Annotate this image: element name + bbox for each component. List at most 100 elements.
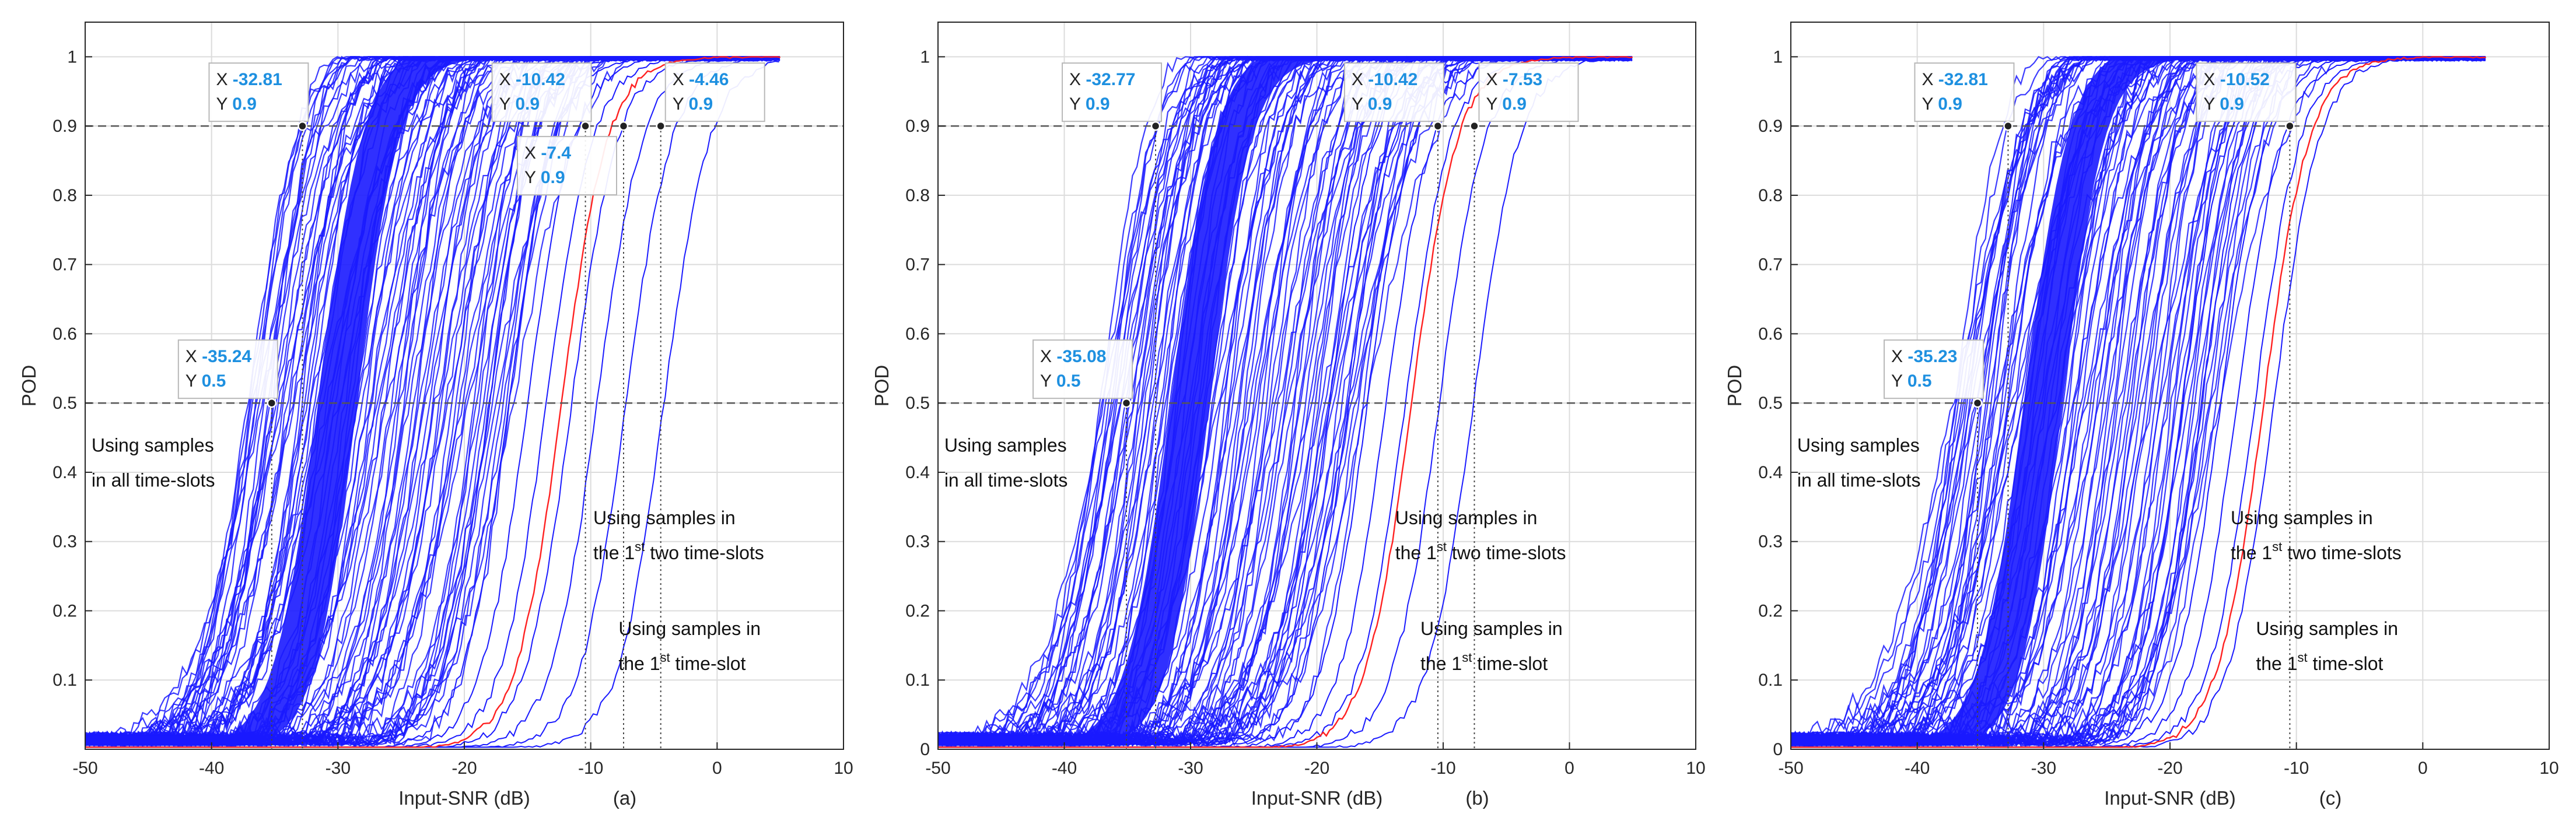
datatip-box [664, 62, 765, 122]
y-tick-label: 0.8 [52, 186, 77, 205]
x-tick-label: -50 [1778, 759, 1803, 778]
datatip-y: Y 0.5 [186, 371, 226, 391]
chart-panel-c: -50 -40 -30 -20 -10 0 10 0 0.1 0.2 0.3 0.4 0.5 0.6 0.7… [1724, 22, 2559, 809]
annotation-text: Using samples [92, 434, 214, 455]
datatip-y: Y 0.9 [673, 94, 713, 114]
datatip-x: X -10.52 [2203, 70, 2269, 89]
y-tick-label: 0.2 [1758, 601, 1783, 620]
annotation-text: the 1st time-slot [618, 650, 746, 674]
datatip-marker [267, 398, 277, 408]
y-tick-label: 0.6 [1758, 324, 1783, 343]
red-curve [85, 56, 780, 748]
datatip-y: Y 0.9 [524, 168, 565, 187]
annotation-text: in all time-slots [944, 469, 1068, 490]
datatip-y: Y 0.9 [216, 94, 257, 114]
y-tick-label: 0.3 [905, 532, 930, 552]
annotation-text: in all time-slots [92, 469, 215, 490]
x-axis-label: Input-SNR (dB) [1251, 787, 1383, 809]
red-curve [1791, 56, 2486, 748]
y-tick-label: 0.4 [905, 463, 930, 482]
datatip-x: X -7.4 [524, 143, 571, 163]
x-tick-label: -20 [2157, 759, 2182, 778]
y-tick-label: 0.8 [1758, 186, 1783, 205]
datatip-y: Y 0.9 [2203, 94, 2244, 114]
datatip-marker [2285, 121, 2295, 131]
y-tick-label: 0.1 [52, 671, 77, 690]
x-tick-label: -20 [1304, 759, 1329, 778]
annotation-text: the 1st two time-slots [2231, 539, 2402, 563]
y-tick-label: 0.7 [52, 255, 77, 275]
datatip-y: Y 0.9 [1486, 94, 1527, 114]
datatip: X -35.23 Y 0.5 [1884, 339, 1985, 399]
y-tick-label: 0.3 [52, 532, 77, 552]
datatip-x: X -32.81 [216, 70, 282, 89]
curves-group [85, 55, 780, 748]
x-tick-label: -10 [578, 759, 603, 778]
datatip-x: X -10.42 [1352, 70, 1418, 89]
datatip-y: Y 0.9 [1352, 94, 1392, 114]
y-tick-label: 0.4 [52, 463, 77, 482]
datatip-y: Y 0.9 [1069, 94, 1110, 114]
datatip-box [1478, 62, 1579, 122]
annotation-text: Using samples [944, 434, 1067, 455]
x-tick-label: 0 [1564, 759, 1574, 778]
datatip-marker [2003, 121, 2013, 131]
y-tick-label: 1 [1773, 47, 1783, 66]
datatip-box [1032, 339, 1133, 399]
x-tick-label: -40 [199, 759, 224, 778]
datatip-marker [298, 121, 307, 131]
datatip-x: X -35.24 [186, 347, 252, 366]
datatip-box [1062, 62, 1163, 122]
datatip-y: Y 0.5 [1891, 371, 1932, 391]
y-tick-label: 0 [920, 740, 930, 759]
datatip: X -7.4 Y 0.9 [517, 136, 617, 196]
annotation-text: Using samples in [1395, 507, 1538, 528]
y-tick-label: 0.9 [52, 117, 77, 136]
y-tick-label: 0 [1773, 740, 1783, 759]
x-tick-label: 10 [834, 759, 853, 778]
datatip-x: X -35.08 [1040, 347, 1106, 366]
y-axis-label: POD [18, 365, 40, 407]
datatip: X -35.24 Y 0.5 [177, 339, 278, 399]
x-tick-label: 10 [2539, 759, 2558, 778]
datatip-marker [1972, 398, 1983, 408]
y-tick-label: 1 [920, 47, 930, 66]
annotation-text: the 1st time-slot [2256, 650, 2383, 674]
datatip: X -10.42 Y 0.9 [1343, 62, 1444, 122]
datatip: X -35.08 Y 0.5 [1032, 339, 1133, 399]
x-tick-label: -30 [326, 759, 351, 778]
datatip: X -10.42 Y 0.9 [491, 62, 592, 122]
x-tick-label: -10 [2284, 759, 2309, 778]
panel-caption: (b) [1465, 787, 1489, 809]
datatip-box [177, 339, 278, 399]
datatip-marker [1150, 121, 1161, 131]
y-tick-label: 0.9 [1758, 117, 1783, 136]
x-tick-label: -50 [72, 759, 97, 778]
datatip-box [2196, 62, 2297, 122]
annotation-text: the 1st two time-slots [1395, 539, 1566, 563]
annotation-text: Using samples in [618, 618, 761, 639]
x-tick-label: -10 [1430, 759, 1455, 778]
datatip: X -32.81 Y 0.9 [208, 62, 309, 122]
x-tick-label: -30 [1178, 759, 1203, 778]
datatip-marker [656, 121, 666, 131]
datatip-marker [580, 121, 590, 131]
datatip-marker [618, 121, 629, 131]
datatip-marker [1121, 398, 1132, 408]
datatip: X -7.53 Y 0.9 [1478, 62, 1579, 122]
annotation-text: the 1st time-slot [1420, 650, 1548, 674]
datatip-y: Y 0.5 [1040, 371, 1081, 391]
datatip: X -4.46 Y 0.9 [664, 62, 765, 122]
y-tick-label: 0.5 [1758, 394, 1783, 413]
y-axis-label: POD [1724, 365, 1745, 407]
x-tick-label: 0 [712, 759, 722, 778]
annotation-text: Using samples in [2256, 618, 2398, 639]
x-tick-label: -50 [925, 759, 950, 778]
curves-group [938, 55, 1633, 748]
x-tick-label: -20 [452, 759, 477, 778]
y-tick-label: 0.9 [905, 117, 930, 136]
x-axis-label: Input-SNR (dB) [2104, 787, 2236, 809]
x-tick-label: 0 [2418, 759, 2428, 778]
